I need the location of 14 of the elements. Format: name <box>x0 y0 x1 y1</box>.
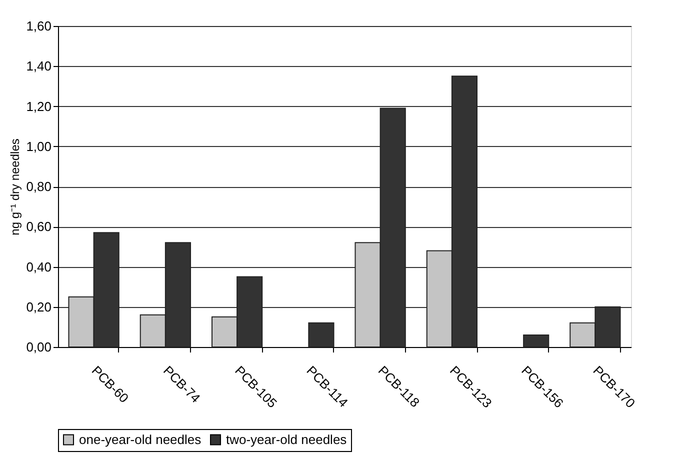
y-tick-label: 0,80 <box>26 179 52 194</box>
y-tick-label: 1,20 <box>26 98 52 114</box>
y-tick-label: 0,60 <box>26 219 52 234</box>
y-tick-label: 0,00 <box>26 340 52 354</box>
bar <box>523 334 550 348</box>
y-tick-label: 1,40 <box>26 58 52 74</box>
bar <box>308 322 334 348</box>
legend-label: two-year-old needles <box>226 432 348 447</box>
y-tick-label: 1,60 <box>26 18 52 34</box>
legend-label: one-year-old needles <box>79 432 202 447</box>
y-tick-label: 1,00 <box>26 138 52 154</box>
y-tick-label: 0,40 <box>26 259 52 274</box>
y-tick-label: 0,20 <box>26 299 52 314</box>
y-axis-title: ng g⁻¹ dry needles <box>8 138 22 236</box>
